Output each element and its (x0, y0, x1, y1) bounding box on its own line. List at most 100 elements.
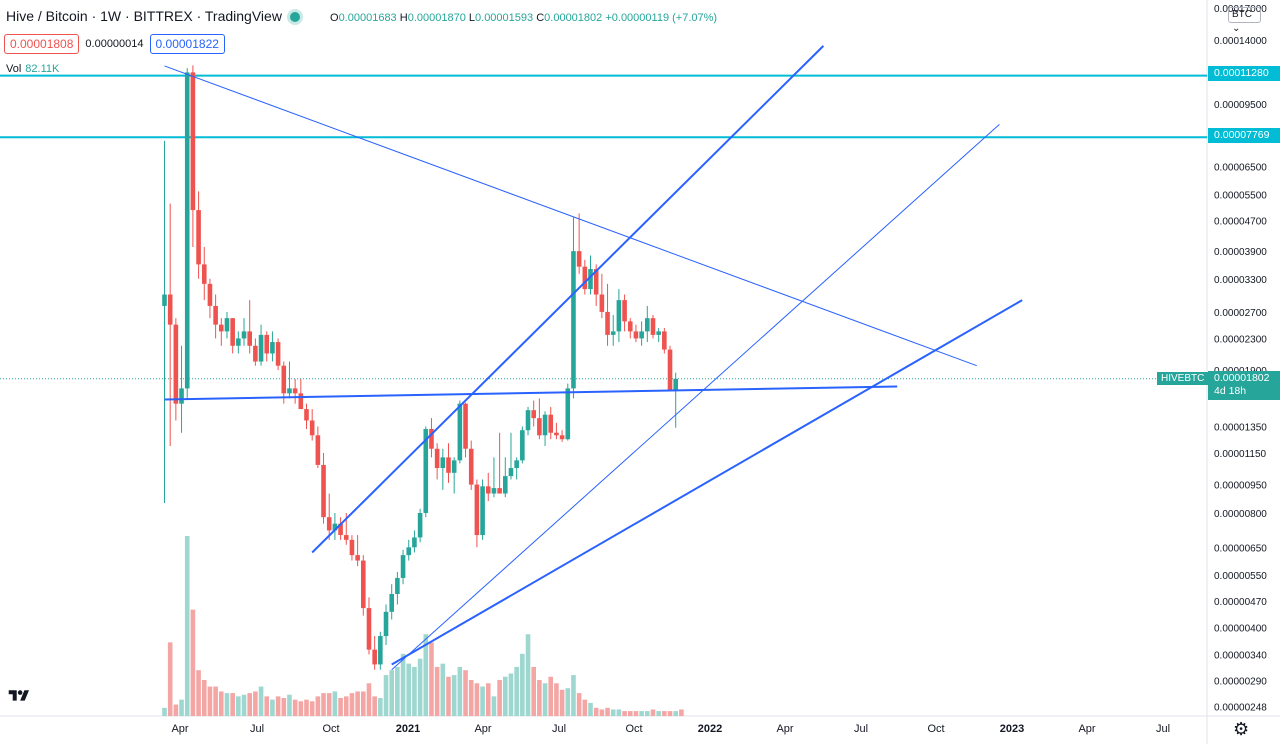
y-tick-label: 0.00002700 (1214, 308, 1267, 319)
volume-bar (253, 691, 258, 716)
volume-bar (395, 666, 400, 716)
y-tick-label: 0.00000550 (1214, 571, 1267, 582)
candle-body (315, 435, 321, 465)
buy-button[interactable]: 0.00001822 (149, 34, 225, 54)
volume-bar (440, 663, 446, 716)
candle-body (559, 435, 565, 440)
y-tick-label: 0.00000800 (1214, 509, 1267, 520)
volume-label: Vol (6, 63, 22, 75)
volume-bar (304, 699, 309, 716)
candle-body (184, 72, 190, 389)
x-tick-label: Jul (250, 723, 264, 735)
volume-bar (190, 609, 196, 716)
y-tick-label: 0.00003900 (1214, 247, 1267, 258)
volume-bar (224, 693, 230, 716)
y-tick-label: 0.00000400 (1214, 624, 1267, 635)
x-tick-label: 2021 (396, 723, 420, 735)
volume-bar (389, 670, 394, 716)
volume-bar (236, 696, 241, 716)
trendline (164, 65, 977, 367)
candle-body (429, 428, 434, 449)
candle-body (343, 535, 349, 540)
candle-body (338, 523, 343, 536)
candle-body (201, 264, 207, 284)
plot-background (0, 0, 1207, 716)
volume-bar (343, 696, 349, 716)
volume-bar (446, 676, 451, 716)
y-tick-label: 0.00000470 (1214, 597, 1267, 608)
candle-body (605, 311, 610, 335)
volume-bar (173, 704, 179, 716)
volume-bar (219, 691, 224, 716)
candle-body (179, 388, 184, 404)
volume-bar (525, 634, 531, 716)
volume-bar (338, 698, 343, 716)
volume-bar (315, 696, 321, 716)
trendline (164, 385, 898, 401)
candle-body (264, 334, 270, 354)
volume-bar (571, 675, 576, 716)
hline-tag-lower: 0.00007769 (1208, 128, 1280, 143)
volume-bar (196, 670, 201, 716)
candle-body (372, 649, 377, 665)
volume-bar (508, 673, 514, 716)
y-tick-label: 0.00014000 (1214, 36, 1267, 47)
candle-body (508, 468, 514, 477)
candle-body (389, 594, 394, 612)
settings-gear-icon[interactable]: ⚙ (1233, 719, 1250, 739)
y-tick-label: 0.00003300 (1214, 275, 1267, 286)
candle-body (321, 464, 326, 518)
x-tick-label: Apr (171, 723, 188, 735)
y-tick-label: 0.00009500 (1214, 100, 1267, 111)
y-tick-label: 0.00006500 (1214, 163, 1267, 174)
y-tick-label: 0.00000950 (1214, 481, 1267, 492)
open-value: 0.00001683 (338, 12, 397, 24)
candle-body (207, 283, 213, 306)
open-label: O (330, 12, 339, 24)
candle-body (480, 486, 485, 536)
symbol-price-label: HIVEBTC (1157, 372, 1209, 385)
volume-bar (588, 702, 593, 716)
volume-bar (332, 691, 338, 716)
candle-body (304, 409, 309, 421)
volume-bar (542, 683, 548, 716)
tradingview-logo[interactable] (8, 688, 30, 704)
candle-body (275, 342, 281, 366)
candle-body (366, 608, 372, 650)
y-tick-label: 0.00002300 (1214, 334, 1267, 345)
candle-body (440, 457, 446, 469)
candle-body (361, 560, 366, 609)
volume-bar (423, 634, 429, 716)
candle-body (236, 338, 241, 346)
volume-bar (616, 709, 622, 716)
volume-bar (667, 711, 673, 716)
volume-bar (639, 711, 644, 716)
candle-body (190, 72, 196, 211)
volume-bar (258, 686, 264, 716)
volume-bar (627, 711, 633, 716)
volume-bar (491, 696, 497, 716)
volume-bar (503, 676, 508, 716)
volume-bar (605, 707, 610, 716)
y-tick-label: 0.00017000 (1214, 4, 1267, 15)
volume-bar (576, 693, 582, 716)
candle-body (497, 488, 502, 494)
trade-buttons: 0.00001808 0.00000014 0.00001822 (4, 34, 225, 54)
candle-body (565, 388, 571, 440)
candle-body (451, 460, 457, 473)
volume-bar (599, 709, 605, 716)
volume-bar (645, 711, 650, 716)
currency-selector[interactable]: BTC ⌄ (1228, 7, 1261, 34)
candle-body (349, 539, 355, 556)
sell-button[interactable]: 0.00001808 (4, 34, 80, 54)
candle-body (400, 555, 406, 578)
volume-bar (434, 666, 440, 716)
volume-bar (610, 709, 616, 716)
volume-bar (633, 711, 639, 716)
candle-body (610, 331, 616, 335)
volume-bar (383, 675, 389, 716)
volume-bar (207, 686, 213, 716)
candle-body (292, 388, 298, 394)
candle-body (554, 432, 559, 436)
